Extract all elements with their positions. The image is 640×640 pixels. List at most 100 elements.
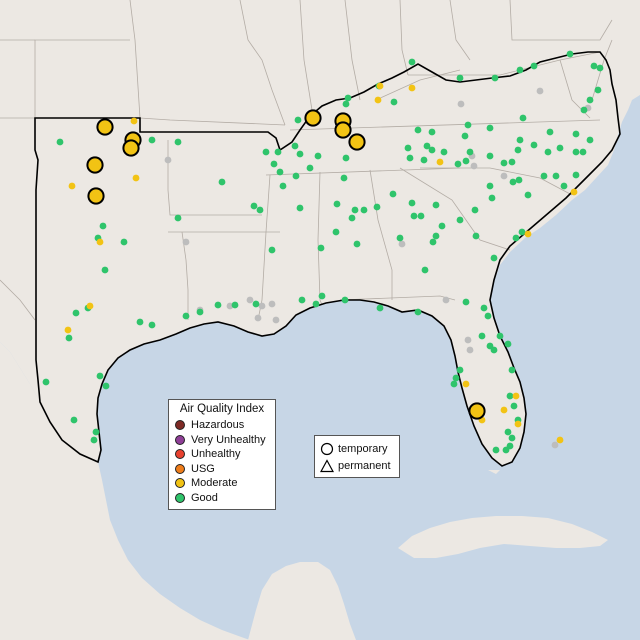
- sensor-marker-good[interactable]: [120, 238, 128, 246]
- sensor-marker-good[interactable]: [478, 332, 486, 340]
- sensor-marker-good[interactable]: [514, 146, 522, 154]
- sensor-marker-good[interactable]: [546, 128, 554, 136]
- sensor-marker-good[interactable]: [342, 100, 350, 108]
- sensor-marker-good[interactable]: [524, 191, 532, 199]
- sensor-marker-good[interactable]: [502, 446, 510, 454]
- sensor-marker-good[interactable]: [218, 178, 226, 186]
- sensor-marker-good[interactable]: [421, 266, 429, 274]
- sensor-marker-good[interactable]: [404, 144, 412, 152]
- sensor-marker-good[interactable]: [496, 332, 504, 340]
- sensor-marker-good[interactable]: [252, 300, 260, 308]
- sensor-marker-good[interactable]: [306, 164, 314, 172]
- sensor-marker-good[interactable]: [340, 174, 348, 182]
- sensor-marker-good[interactable]: [510, 402, 518, 410]
- sensor-marker-good[interactable]: [586, 136, 594, 144]
- sensor-marker-good[interactable]: [373, 203, 381, 211]
- sensor-marker-good[interactable]: [332, 228, 340, 236]
- sensor-marker-good[interactable]: [566, 50, 574, 58]
- sensor-marker-good[interactable]: [456, 216, 464, 224]
- sensor-marker-good[interactable]: [414, 126, 422, 134]
- sensor-marker-moderate[interactable]: [408, 84, 416, 92]
- sensor-marker-good[interactable]: [344, 94, 352, 102]
- sensor-marker-good[interactable]: [491, 74, 499, 82]
- sensor-marker-moderate[interactable]: [500, 406, 508, 414]
- sensor-marker-moderate[interactable]: [96, 238, 104, 246]
- sensor-marker-good[interactable]: [99, 222, 107, 230]
- sensor-marker-good[interactable]: [579, 148, 587, 156]
- sensor-marker-offline[interactable]: [258, 302, 266, 310]
- sensor-marker-moderate-temporary[interactable]: [304, 109, 322, 127]
- sensor-marker-good[interactable]: [148, 136, 156, 144]
- sensor-marker-good[interactable]: [351, 206, 359, 214]
- sensor-marker-good[interactable]: [490, 346, 498, 354]
- sensor-marker-good[interactable]: [291, 142, 299, 150]
- sensor-marker-offline[interactable]: [254, 314, 262, 322]
- sensor-marker-good[interactable]: [279, 182, 287, 190]
- sensor-marker-offline[interactable]: [398, 240, 406, 248]
- sensor-marker-moderate[interactable]: [436, 158, 444, 166]
- sensor-marker-good[interactable]: [390, 98, 398, 106]
- sensor-marker-good[interactable]: [596, 64, 604, 72]
- sensor-marker-good[interactable]: [250, 202, 258, 210]
- sensor-marker-good[interactable]: [256, 206, 264, 214]
- sensor-marker-good[interactable]: [342, 154, 350, 162]
- sensor-marker-good[interactable]: [530, 141, 538, 149]
- sensor-marker-good[interactable]: [516, 136, 524, 144]
- sensor-marker-good[interactable]: [586, 96, 594, 104]
- sensor-marker-good[interactable]: [196, 308, 204, 316]
- sensor-marker-good[interactable]: [552, 172, 560, 180]
- sensor-marker-good[interactable]: [317, 244, 325, 252]
- sensor-marker-good[interactable]: [466, 148, 474, 156]
- sensor-marker-moderate[interactable]: [512, 392, 520, 400]
- sensor-marker-good[interactable]: [456, 74, 464, 82]
- sensor-marker-good[interactable]: [504, 428, 512, 436]
- sensor-marker-good[interactable]: [544, 148, 552, 156]
- sensor-marker-good[interactable]: [406, 154, 414, 162]
- sensor-marker-good[interactable]: [96, 372, 104, 380]
- sensor-marker-moderate[interactable]: [376, 82, 384, 90]
- sensor-marker-good[interactable]: [428, 146, 436, 154]
- sensor-marker-good[interactable]: [56, 138, 64, 146]
- sensor-marker-good[interactable]: [174, 138, 182, 146]
- sensor-marker-good[interactable]: [214, 301, 222, 309]
- sensor-marker-good[interactable]: [408, 199, 416, 207]
- sensor-marker-good[interactable]: [429, 238, 437, 246]
- sensor-marker-good[interactable]: [294, 116, 302, 124]
- sensor-marker-moderate[interactable]: [514, 420, 522, 428]
- sensor-marker-good[interactable]: [540, 172, 548, 180]
- sensor-marker-good[interactable]: [515, 176, 523, 184]
- sensor-marker-good[interactable]: [353, 240, 361, 248]
- sensor-marker-good[interactable]: [360, 206, 368, 214]
- sensor-marker-good[interactable]: [590, 62, 598, 70]
- sensor-marker-good[interactable]: [70, 416, 78, 424]
- sensor-marker-good[interactable]: [101, 266, 109, 274]
- sensor-marker-good[interactable]: [298, 296, 306, 304]
- sensor-marker-good[interactable]: [90, 436, 98, 444]
- sensor-marker-good[interactable]: [312, 300, 320, 308]
- sensor-marker-moderate[interactable]: [68, 182, 76, 190]
- sensor-marker-offline[interactable]: [268, 300, 276, 308]
- sensor-marker-good[interactable]: [530, 62, 538, 70]
- sensor-marker-good[interactable]: [450, 380, 458, 388]
- sensor-marker-offline[interactable]: [464, 336, 472, 344]
- sensor-marker-offline[interactable]: [466, 346, 474, 354]
- sensor-marker-good[interactable]: [486, 124, 494, 132]
- sensor-marker-moderate[interactable]: [86, 302, 94, 310]
- sensor-marker-good[interactable]: [519, 114, 527, 122]
- sensor-marker-moderate-temporary[interactable]: [96, 118, 114, 136]
- sensor-marker-good[interactable]: [512, 234, 520, 242]
- sensor-marker-good[interactable]: [102, 382, 110, 390]
- sensor-marker-offline[interactable]: [246, 296, 254, 304]
- sensor-marker-good[interactable]: [504, 340, 512, 348]
- sensor-marker-good[interactable]: [572, 148, 580, 156]
- sensor-marker-good[interactable]: [292, 172, 300, 180]
- sensor-marker-good[interactable]: [462, 298, 470, 306]
- sensor-marker-good[interactable]: [484, 312, 492, 320]
- sensor-marker-good[interactable]: [462, 157, 470, 165]
- sensor-marker-good[interactable]: [516, 66, 524, 74]
- sensor-marker-moderate[interactable]: [130, 117, 138, 125]
- sensor-marker-good[interactable]: [341, 296, 349, 304]
- sensor-marker-good[interactable]: [506, 392, 514, 400]
- sensor-marker-good[interactable]: [414, 308, 422, 316]
- sensor-marker-offline[interactable]: [164, 156, 172, 164]
